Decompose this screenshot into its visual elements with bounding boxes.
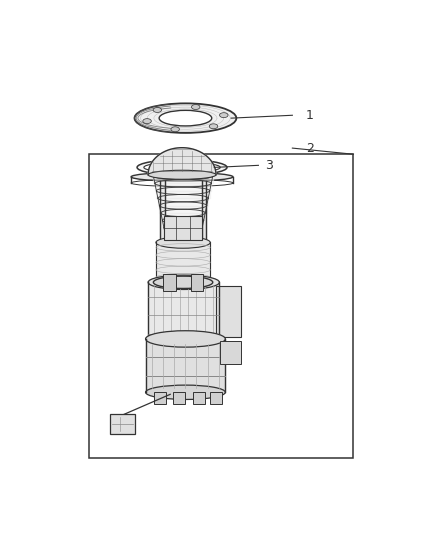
Ellipse shape — [137, 159, 227, 175]
Ellipse shape — [209, 124, 218, 129]
Ellipse shape — [148, 332, 219, 346]
FancyBboxPatch shape — [164, 216, 202, 240]
Ellipse shape — [144, 162, 220, 173]
Bar — [220, 341, 240, 364]
Polygon shape — [148, 148, 216, 175]
Ellipse shape — [159, 110, 212, 126]
Bar — [216, 286, 241, 337]
Ellipse shape — [171, 127, 180, 132]
Text: 1: 1 — [306, 109, 314, 122]
Bar — [88, 154, 353, 458]
Ellipse shape — [131, 173, 233, 181]
FancyBboxPatch shape — [193, 392, 205, 404]
FancyBboxPatch shape — [173, 392, 185, 404]
Ellipse shape — [219, 112, 228, 118]
FancyBboxPatch shape — [163, 274, 176, 290]
Text: 3: 3 — [265, 159, 273, 172]
FancyBboxPatch shape — [110, 415, 135, 434]
Ellipse shape — [156, 276, 210, 287]
Ellipse shape — [134, 103, 237, 133]
FancyBboxPatch shape — [210, 392, 222, 404]
FancyBboxPatch shape — [191, 274, 203, 290]
Ellipse shape — [156, 237, 210, 248]
Text: 2: 2 — [306, 142, 314, 155]
Ellipse shape — [148, 170, 216, 179]
Ellipse shape — [153, 108, 162, 112]
Ellipse shape — [145, 385, 225, 399]
Ellipse shape — [191, 104, 200, 109]
FancyBboxPatch shape — [154, 392, 166, 404]
Ellipse shape — [145, 330, 225, 347]
Ellipse shape — [143, 119, 151, 124]
Ellipse shape — [153, 276, 213, 288]
Ellipse shape — [148, 275, 219, 289]
